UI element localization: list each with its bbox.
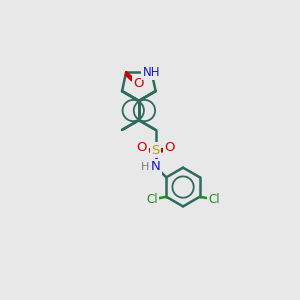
Text: NH: NH [143, 66, 160, 79]
Text: N: N [151, 160, 160, 173]
Text: S: S [152, 144, 160, 157]
Text: O: O [133, 77, 144, 90]
Text: Cl: Cl [146, 193, 158, 206]
Text: H: H [141, 162, 149, 172]
Text: Cl: Cl [208, 193, 220, 206]
Text: O: O [164, 141, 175, 154]
Text: O: O [136, 141, 147, 154]
